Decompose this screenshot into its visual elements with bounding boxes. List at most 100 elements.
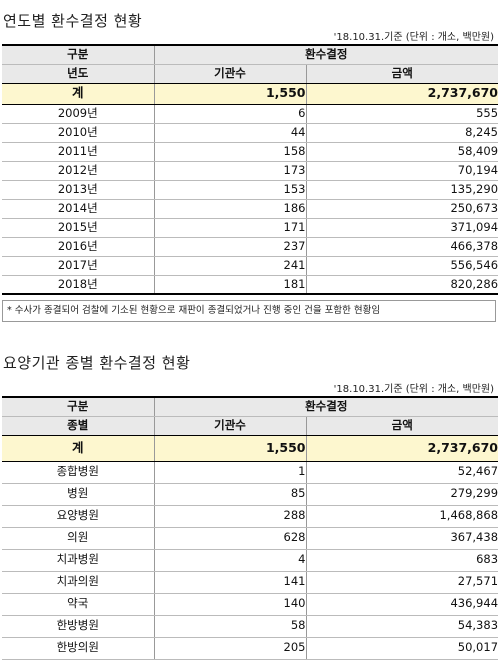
table2-title: 요양기관 종별 환수결정 현황 [3,354,191,372]
row-amount: 555 [306,104,499,124]
table2-header-amount: 금액 [306,416,499,436]
row-count: 288 [154,505,307,528]
row-count: 205 [154,637,307,660]
row-label: 2016년 [2,237,155,257]
row-amount: 371,094 [306,218,499,238]
row-count: 1 [154,461,307,484]
table2-unit-note: '18.10.31.기준 (단위 : 개소, 백만원) [333,384,494,395]
table2-total-amount: 2,737,670 [306,435,499,462]
row-count: 171 [154,218,307,238]
table1-total-row: 계 1,550 2,737,670 [2,83,499,105]
table1-title: 연도별 환수결정 현황 [3,12,143,30]
table2-header-decision: 환수결정 [154,396,499,417]
row-amount: 436,944 [306,593,499,616]
table-row: 종합병원 1 52,467 [2,461,499,484]
table1-total-label: 계 [2,83,155,105]
row-label: 한방병원 [2,615,155,638]
table-row: 치과병원 4 683 [2,549,499,572]
table-row: 병원 85 279,299 [2,483,499,506]
row-count: 153 [154,180,307,200]
row-amount: 135,290 [306,180,499,200]
table2-total-count: 1,550 [154,435,307,462]
row-label: 한방의원 [2,637,155,660]
row-label: 2013년 [2,180,155,200]
row-count: 141 [154,571,307,594]
row-count: 181 [154,275,307,295]
table-row: 2013년 153 135,290 [2,180,499,200]
row-count: 140 [154,593,307,616]
table1-header-amount: 금액 [306,64,499,84]
table1-total-amount: 2,737,670 [306,83,499,105]
row-label: 치과의원 [2,571,155,594]
row-amount: 466,378 [306,237,499,257]
table-row: 2016년 237 466,378 [2,237,499,257]
row-amount: 1,468,868 [306,505,499,528]
row-count: 58 [154,615,307,638]
row-count: 237 [154,237,307,257]
table-row: 한방병원 58 54,383 [2,615,499,638]
row-count: 241 [154,256,307,276]
table-row: 한방의원 205 50,017 [2,637,499,660]
row-amount: 250,673 [306,199,499,219]
row-amount: 8,245 [306,123,499,143]
row-label: 2015년 [2,218,155,238]
table1-grid: 구분 환수결정 년도 기관수 금액 계 1,550 2,737,670 2009… [2,44,499,295]
row-label: 요양병원 [2,505,155,528]
row-label: 의원 [2,527,155,550]
row-count: 6 [154,104,307,124]
table-row: 약국 140 436,944 [2,593,499,616]
row-label: 종합병원 [2,461,155,484]
row-label: 2018년 [2,275,155,295]
row-amount: 367,438 [306,527,499,550]
table1-header-decision: 환수결정 [154,44,499,65]
row-label: 2014년 [2,199,155,219]
table2-grid: 구분 환수결정 종별 기관수 금액 계 1,550 2,737,670 종합병원… [2,396,499,660]
table2-total-label: 계 [2,435,155,462]
row-amount: 27,571 [306,571,499,594]
row-label: 2011년 [2,142,155,162]
table-row: 2010년 44 8,245 [2,123,499,143]
table1-header-group: 구분 [2,44,155,65]
row-count: 186 [154,199,307,219]
row-label: 2009년 [2,104,155,124]
table-row: 2009년 6 555 [2,104,499,124]
row-label: 치과병원 [2,549,155,572]
row-count: 44 [154,123,307,143]
row-count: 158 [154,142,307,162]
table2-header-count: 기관수 [154,416,307,436]
row-label: 2010년 [2,123,155,143]
row-count: 85 [154,483,307,506]
row-count: 4 [154,549,307,572]
table1-header-year: 년도 [2,64,155,84]
row-label: 약국 [2,593,155,616]
row-count: 628 [154,527,307,550]
row-label: 병원 [2,483,155,506]
table-row: 2011년 158 58,409 [2,142,499,162]
table2-total-row: 계 1,550 2,737,670 [2,435,499,462]
row-amount: 50,017 [306,637,499,660]
table2-header-group: 구분 [2,396,155,417]
row-amount: 58,409 [306,142,499,162]
table2-header-type: 종별 [2,416,155,436]
row-amount: 52,467 [306,461,499,484]
table-row: 2017년 241 556,546 [2,256,499,276]
table1-footnote: * 수사가 종결되어 검찰에 기소된 현황으로 재판이 종결되었거나 진행 중인… [2,300,496,322]
table1-header-count: 기관수 [154,64,307,84]
table-row: 치과의원 141 27,571 [2,571,499,594]
row-count: 173 [154,161,307,181]
table-row: 의원 628 367,438 [2,527,499,550]
table1-unit-note: '18.10.31.기준 (단위 : 개소, 백만원) [333,32,494,43]
row-amount: 279,299 [306,483,499,506]
row-label: 2017년 [2,256,155,276]
row-label: 2012년 [2,161,155,181]
table1-total-count: 1,550 [154,83,307,105]
row-amount: 820,286 [306,275,499,295]
row-amount: 683 [306,549,499,572]
row-amount: 54,383 [306,615,499,638]
table-row: 2018년 181 820,286 [2,275,499,295]
table-row: 요양병원 288 1,468,868 [2,505,499,528]
table-row: 2015년 171 371,094 [2,218,499,238]
row-amount: 556,546 [306,256,499,276]
table-row: 2014년 186 250,673 [2,199,499,219]
row-amount: 70,194 [306,161,499,181]
